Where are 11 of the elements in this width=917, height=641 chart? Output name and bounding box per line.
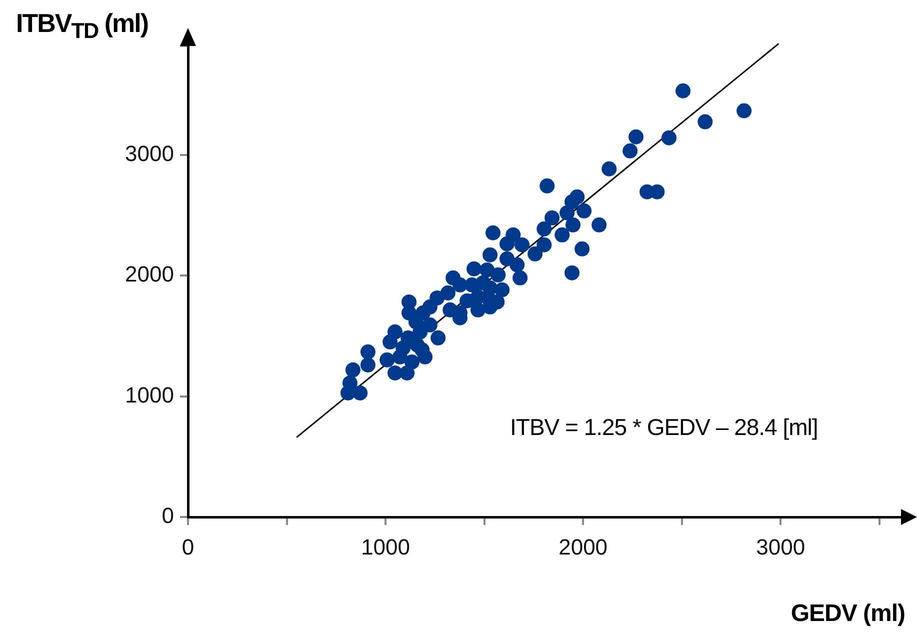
x-tick-label: 1000 xyxy=(361,534,410,560)
y-tick-label: 3000 xyxy=(125,140,174,166)
y-tick-label: 2000 xyxy=(125,262,174,287)
x-axis-title: GEDV (ml) xyxy=(790,600,905,628)
y-tick-label: 0 xyxy=(162,503,174,528)
annotation: ITBV = 1.25 * GEDV – 28.4 [ml] xyxy=(510,414,818,441)
y-tick-label: 1000 xyxy=(125,382,174,408)
x-tick-label: 2000 xyxy=(558,534,608,560)
x-tick-label: 0 xyxy=(182,534,194,560)
y-axis-title: ITBV$_{TD}$ (ml) xyxy=(16,8,148,44)
x-tick-label: 3000 xyxy=(756,534,806,560)
